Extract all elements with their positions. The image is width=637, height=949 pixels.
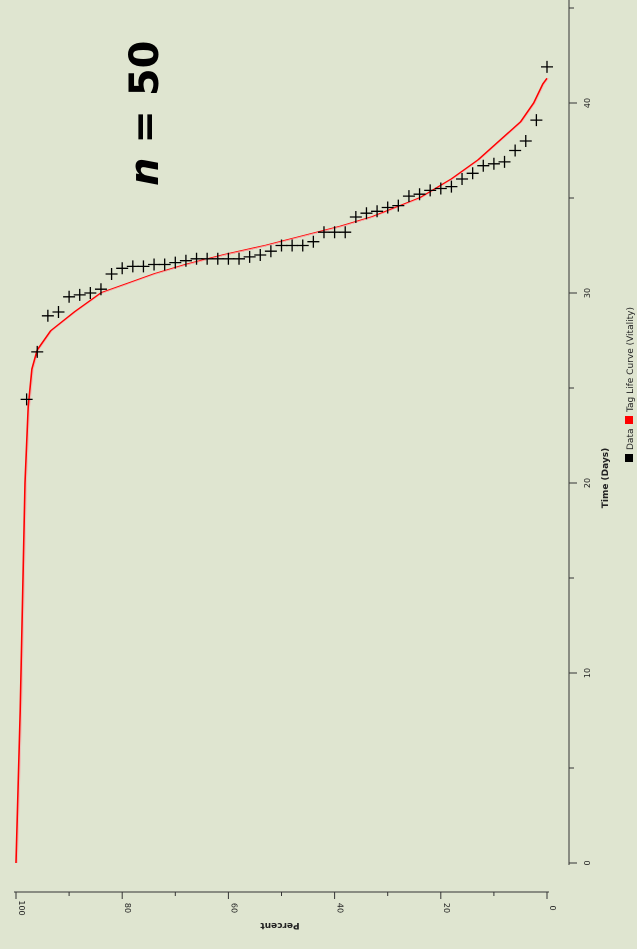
data-point	[317, 226, 330, 239]
data-point	[487, 157, 500, 170]
data-point	[148, 258, 161, 271]
y-tick-label: 80	[123, 903, 132, 913]
data-point	[222, 252, 235, 265]
data-point	[413, 188, 426, 201]
y-axis-title: Percent	[260, 920, 300, 930]
legend: Data Tag Life Curve (Vitality)	[625, 307, 636, 462]
x-tick-label: 10	[583, 668, 592, 678]
data-point	[530, 114, 543, 127]
data-point	[328, 226, 341, 239]
data-point	[402, 190, 415, 203]
data-point	[63, 290, 76, 303]
data-point	[307, 235, 320, 248]
data-point	[211, 252, 224, 265]
data-point	[275, 239, 288, 252]
data-point	[201, 252, 214, 265]
data-point	[31, 345, 44, 358]
data-point	[179, 254, 192, 267]
data-point	[296, 239, 309, 252]
data-point	[424, 184, 437, 197]
data-point	[466, 167, 479, 180]
data-point	[126, 260, 139, 273]
data-point	[349, 211, 362, 223]
data-point	[190, 252, 203, 265]
data-point	[456, 173, 469, 185]
data-point	[509, 144, 522, 157]
data-point	[73, 288, 86, 301]
x-tick-label: 0	[583, 860, 592, 865]
tag-life-curve-halo	[17, 78, 549, 864]
y-tick-label: 40	[336, 903, 345, 913]
x-tick-label: 20	[583, 478, 592, 488]
data-point	[116, 262, 129, 275]
sample-size-annotation: n = 50	[122, 40, 168, 186]
legend-swatch-curve	[625, 416, 633, 424]
data-point	[519, 135, 532, 147]
data-point	[233, 252, 246, 265]
data-point	[169, 256, 182, 269]
data-point	[20, 393, 33, 406]
data-point	[360, 207, 373, 220]
data-point	[498, 155, 511, 168]
data-point	[445, 180, 458, 193]
x-tick-label: 30	[583, 288, 592, 298]
y-tick-label: 60	[229, 903, 238, 913]
y-tick-label: 0	[548, 905, 557, 910]
legend-swatch-data	[625, 454, 633, 462]
data-point	[264, 245, 277, 258]
y-tick-label: 100	[17, 900, 26, 915]
tag-life-curve	[15, 77, 548, 864]
data-point	[84, 287, 97, 299]
data-point	[52, 306, 65, 318]
data-point	[339, 226, 352, 239]
data-point	[371, 205, 384, 218]
data-point	[94, 283, 107, 296]
data-point	[105, 268, 118, 280]
data-point	[392, 199, 405, 212]
data-point	[158, 258, 171, 271]
data-point	[41, 309, 54, 322]
data-point	[434, 182, 447, 195]
data-point	[381, 201, 394, 214]
data-point	[541, 60, 553, 73]
data-point	[254, 249, 267, 261]
x-tick-label: 40	[583, 98, 592, 108]
legend-label-data: Data	[626, 429, 636, 451]
sample-size-variable: n	[122, 158, 168, 186]
legend-label-curve: Tag Life Curve (Vitality)	[626, 307, 636, 413]
data-point	[137, 260, 150, 273]
y-tick-label: 20	[442, 903, 451, 913]
sample-size-value: = 50	[122, 40, 168, 157]
plot-area: 0 10 20 30 40 0 20 40 60 80 100	[14, 0, 592, 916]
x-axis-title: Time (Days)	[601, 448, 611, 509]
data-point	[286, 239, 299, 252]
data-point	[477, 159, 490, 172]
data-point	[243, 250, 256, 263]
